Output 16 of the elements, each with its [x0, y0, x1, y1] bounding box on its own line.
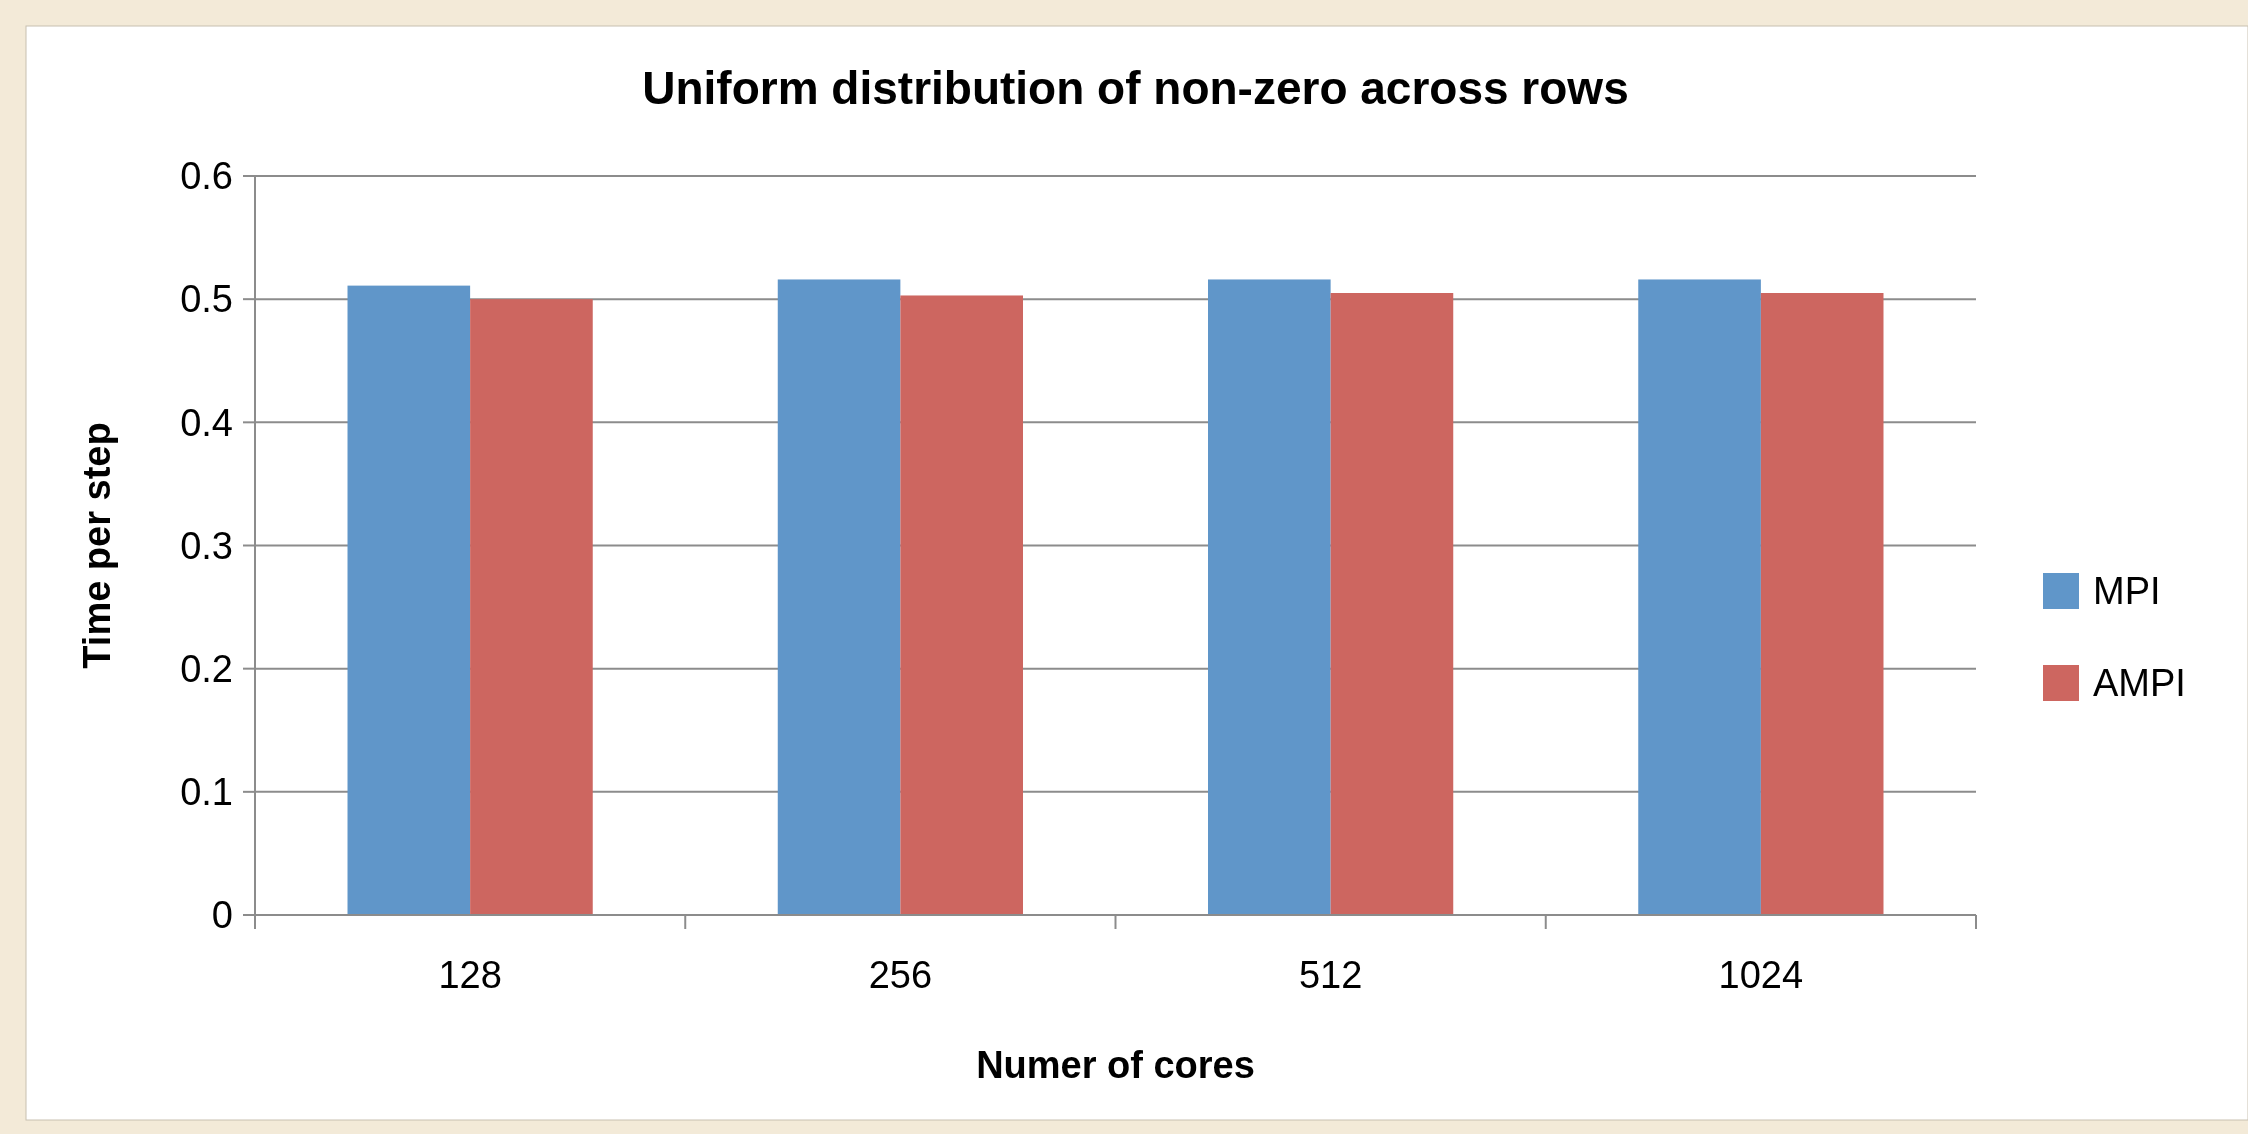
y-tick-label: 0.2 [180, 647, 233, 690]
y-tick-label: 0.6 [180, 155, 233, 198]
y-tick-label: 0.5 [180, 278, 233, 321]
y-tick-label: 0 [211, 894, 233, 937]
x-tick-label: 1024 [1718, 954, 1804, 996]
y-tick-label: 0.4 [180, 401, 233, 444]
x-tick-label: 256 [868, 954, 933, 996]
x-tick-label: 128 [438, 954, 502, 996]
legend-label: MPI [2093, 570, 2161, 613]
y-axis-title: Time per step [76, 422, 118, 669]
y-tick-label: 0.1 [180, 771, 233, 814]
chart-title: Uniform distribution of non-zero across rows [642, 62, 1629, 114]
x-axis-title: Numer of cores [976, 1044, 1255, 1086]
x-tick-label: 512 [1298, 954, 1363, 996]
legend-label: AMPI [2093, 662, 2186, 705]
y-tick-label: 0.3 [180, 524, 233, 567]
